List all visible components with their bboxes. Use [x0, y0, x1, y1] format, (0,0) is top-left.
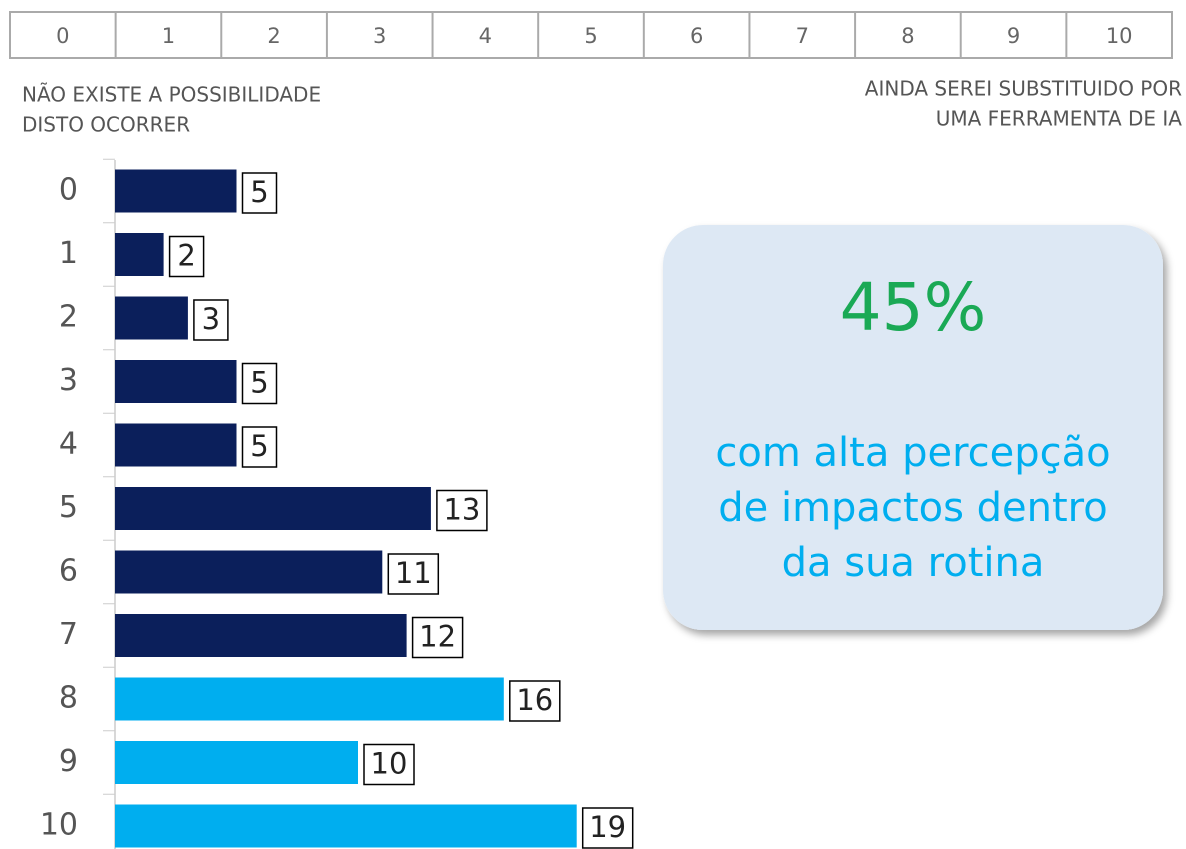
bar: [115, 741, 358, 784]
scale-point: 5: [584, 24, 597, 48]
callout-line: com alta percepção: [715, 430, 1110, 476]
category-label: 7: [59, 617, 78, 652]
scale-point: 9: [1007, 24, 1020, 48]
value-label: 13: [443, 493, 480, 527]
bar: [115, 677, 504, 721]
bar: [115, 169, 237, 213]
category-label: 0: [59, 173, 78, 208]
bar: [115, 423, 237, 467]
bar: [115, 233, 164, 276]
low-label: NÃO EXISTE A POSSIBILIDADE: [22, 83, 321, 107]
bar: [115, 296, 188, 340]
value-label: 10: [371, 747, 408, 781]
value-label: 11: [395, 556, 432, 590]
value-label: 12: [419, 620, 456, 654]
callout-line: da sua rotina: [782, 540, 1045, 586]
value-label-box: [387, 553, 440, 595]
value-label: 19: [589, 810, 626, 844]
category-label: 3: [59, 363, 78, 398]
value-label-box: [241, 172, 278, 214]
scale-point: 6: [690, 24, 703, 48]
scale-point: 8: [901, 24, 914, 48]
bar: [115, 614, 407, 657]
value-label-box: [436, 489, 488, 532]
bar: [115, 804, 577, 848]
category-label: 10: [40, 808, 78, 843]
high-label: AINDA SEREI SUBSTITUIDO POR: [865, 77, 1182, 101]
bar: [115, 360, 237, 403]
scale-point: 0: [56, 24, 69, 48]
bar: [115, 487, 431, 530]
callout-box: [663, 225, 1163, 630]
value-label-box: [581, 807, 634, 849]
value-label: 5: [250, 366, 268, 400]
scale-point: 1: [162, 24, 175, 48]
category-label: 2: [59, 300, 78, 335]
scale-point: 3: [373, 24, 386, 48]
scale-frame: [9, 11, 1173, 59]
value-label: 3: [202, 302, 220, 336]
scale-point: 4: [479, 24, 492, 48]
category-label: 1: [59, 236, 78, 271]
value-label-box: [411, 616, 464, 659]
value-label: 2: [177, 239, 195, 273]
category-label: 9: [59, 744, 78, 779]
value-label-box: [363, 743, 415, 786]
bar: [115, 550, 383, 594]
callout-headline: 45%: [840, 269, 987, 346]
low-label: DISTO OCORRER: [22, 113, 190, 137]
scale-point: 2: [267, 24, 280, 48]
value-label: 5: [250, 429, 268, 463]
category-label: 5: [59, 490, 78, 525]
value-label-box: [509, 680, 561, 722]
scale-point: 10: [1106, 24, 1133, 48]
value-label: 16: [516, 683, 553, 717]
scale-point: 7: [796, 24, 809, 48]
callout-line: de impactos dentro: [718, 485, 1107, 531]
category-label: 8: [59, 681, 78, 716]
value-label-box: [241, 426, 278, 468]
value-label-box: [241, 362, 278, 405]
value-label-box: [168, 235, 205, 278]
category-label: 4: [59, 427, 78, 462]
high-label: UMA FERRAMENTA DE IA: [936, 107, 1183, 131]
value-label-box: [193, 299, 229, 341]
category-label: 6: [59, 554, 78, 589]
value-label: 5: [250, 175, 268, 209]
